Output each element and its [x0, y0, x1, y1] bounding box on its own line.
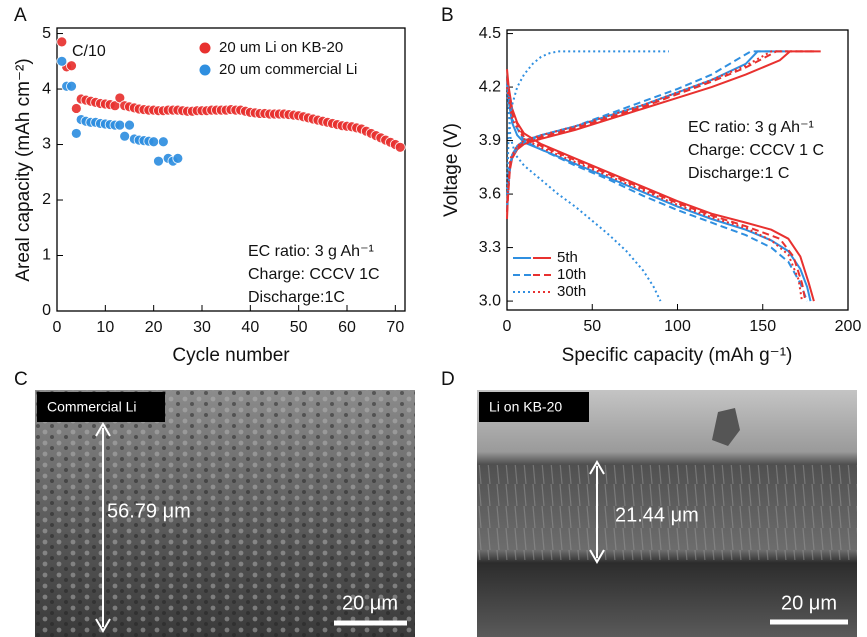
- legend-label: 30th: [557, 283, 586, 300]
- y-axis-label: Voltage (V): [441, 123, 462, 217]
- x-tick-label: 40: [241, 319, 259, 336]
- data-point: [158, 137, 168, 147]
- figure: A B C D Commercial Li 56.79 μm 20 μm Li …: [0, 0, 867, 637]
- thickness-label: 56.79 μm: [107, 500, 191, 522]
- x-tick-label: 0: [503, 318, 512, 335]
- panel-letter: B: [441, 5, 454, 26]
- legend-label: 20 um Li on KB-20: [219, 39, 343, 56]
- y-tick-label: 3.9: [479, 132, 501, 149]
- legend-marker: [200, 43, 211, 54]
- x-tick-label: 10: [96, 319, 114, 336]
- scale-label: 20 μm: [342, 592, 398, 614]
- y-tick-label: 3.0: [479, 292, 501, 309]
- chart: 0 50 100 150 200 3.0 3.3 3.6 3.9 4.2 4.5 Specific c…: [441, 25, 861, 366]
- legend-label: 10th: [557, 266, 586, 283]
- x-tick-label: 200: [835, 318, 862, 335]
- data-point: [173, 153, 183, 163]
- x-tick-label: 30: [193, 319, 211, 336]
- sem-image-c: Commercial Li 56.79 μm 20 μm: [35, 390, 415, 637]
- y-tick-label: 4: [42, 80, 51, 97]
- note: EC ratio: 3 g Ah⁻¹: [248, 243, 374, 260]
- data-point: [395, 142, 405, 152]
- data-point: [71, 128, 81, 138]
- y-tick-label: 4.5: [479, 25, 501, 42]
- data-line: [507, 51, 669, 301]
- chart: 0 10 20 30 40 50 60 70 0 1 2 3 4 5 Cycle number Areal c…: [13, 25, 405, 366]
- scale-label: 20 μm: [781, 592, 837, 614]
- sem-image-d: Li on KB-20 21.44 μm 20 μm: [477, 390, 857, 637]
- x-axis-label: Cycle number: [172, 345, 290, 366]
- x-tick-label: 20: [145, 319, 163, 336]
- legend-label: 20 um commercial Li: [219, 61, 357, 78]
- x-tick-label: 150: [749, 318, 776, 335]
- y-tick-label: 0: [42, 302, 51, 319]
- x-tick-label: 50: [583, 318, 601, 335]
- y-tick-label: 4.2: [479, 78, 501, 95]
- note: Charge: CCCV 1 C: [688, 142, 824, 159]
- data-point: [67, 61, 77, 71]
- annotation: C/10: [72, 43, 106, 60]
- y-tick-label: 1: [42, 247, 51, 264]
- panel-letter: A: [14, 5, 27, 26]
- y-tick-label: 3.3: [479, 239, 501, 256]
- panel-letter: D: [441, 369, 455, 390]
- data-point: [71, 103, 81, 113]
- note: Discharge:1C: [248, 289, 345, 306]
- note: Discharge:1 C: [688, 165, 789, 182]
- panel-letter: C: [14, 369, 28, 390]
- x-tick-label: 60: [338, 319, 356, 336]
- x-tick-label: 50: [290, 319, 308, 336]
- image-label: Li on KB-20: [489, 399, 562, 415]
- x-axis-label: Specific capacity (mAh g⁻¹): [562, 345, 793, 366]
- y-tick-label: 3: [42, 136, 51, 153]
- data-point: [120, 131, 130, 141]
- data-point: [67, 81, 77, 91]
- y-axis-label: Areal capacity (mAh cm⁻²): [13, 58, 34, 281]
- data-point: [57, 56, 67, 66]
- note: Charge: CCCV 1C: [248, 266, 380, 283]
- x-tick-label: 100: [664, 318, 691, 335]
- data-point: [125, 120, 135, 130]
- data-point: [154, 156, 164, 166]
- legend-marker: [200, 65, 211, 76]
- y-tick-label: 5: [42, 25, 51, 42]
- note: EC ratio: 3 g Ah⁻¹: [688, 119, 814, 136]
- image-label: Commercial Li: [47, 399, 136, 415]
- x-tick-label: 70: [386, 319, 404, 336]
- x-tick-label: 0: [53, 319, 62, 336]
- data-point: [149, 137, 159, 147]
- thickness-label: 21.44 μm: [615, 504, 699, 526]
- data-point: [115, 120, 125, 130]
- y-tick-label: 3.6: [479, 185, 501, 202]
- legend-label: 5th: [557, 249, 578, 266]
- data-point: [57, 37, 67, 47]
- y-tick-label: 2: [42, 191, 51, 208]
